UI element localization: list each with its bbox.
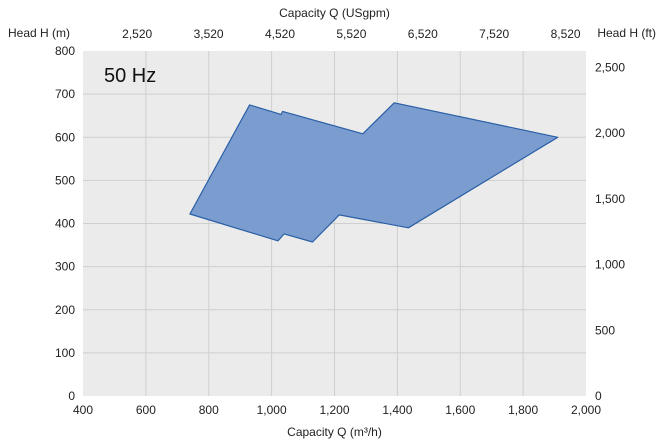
tick-labels: 400 600 800 1,000 1,200 1,400 1,600 1,800 2,000 2… xyxy=(55,27,625,417)
x-top-tick-label: 6,520 xyxy=(408,27,438,41)
y-right-tick-label: 2,000 xyxy=(595,126,625,140)
y-left-tick-label: 300 xyxy=(55,260,75,274)
x-bottom-tick-label: 1,800 xyxy=(508,403,538,417)
y-left-tick-label: 400 xyxy=(55,217,75,231)
x-bottom-tick-label: 600 xyxy=(136,403,156,417)
y-right-tick-label: 1,500 xyxy=(595,192,625,206)
x-top-tick-label: 5,520 xyxy=(336,27,366,41)
y-left-tick-label: 100 xyxy=(55,346,75,360)
x-top-tick-label: 7,520 xyxy=(479,27,509,41)
x-bottom-tick-label: 2,000 xyxy=(571,403,601,417)
x-bottom-axis-title: Capacity Q (m³/h) xyxy=(287,425,382,439)
x-bottom-tick-label: 800 xyxy=(199,403,219,417)
y-left-axis-title: Head H (m) xyxy=(8,26,70,40)
y-right-tick-label: 2,500 xyxy=(595,60,625,74)
y-left-tick-label: 500 xyxy=(55,173,75,187)
y-left-tick-label: 700 xyxy=(55,87,75,101)
x-top-tick-label: 4,520 xyxy=(265,27,295,41)
operating-range-area xyxy=(189,102,559,243)
x-bottom-tick-label: 1,200 xyxy=(319,403,349,417)
frequency-label: 50 Hz xyxy=(104,65,156,87)
y-left-tick-label: 0 xyxy=(68,389,75,403)
x-top-tick-label: 3,520 xyxy=(194,27,224,41)
y-right-tick-label: 500 xyxy=(595,323,615,337)
x-top-axis-title: Capacity Q (USgpm) xyxy=(279,6,390,20)
y-left-tick-label: 200 xyxy=(55,303,75,317)
y-right-tick-label: 0 xyxy=(595,389,602,403)
x-bottom-tick-label: 400 xyxy=(73,403,93,417)
x-top-tick-label: 2,520 xyxy=(122,27,152,41)
x-bottom-tick-label: 1,600 xyxy=(445,403,475,417)
y-left-tick-label: 600 xyxy=(55,130,75,144)
x-bottom-tick-label: 1,000 xyxy=(257,403,287,417)
y-right-tick-label: 1,000 xyxy=(595,258,625,272)
y-left-tick-label: 800 xyxy=(55,44,75,58)
x-top-tick-label: 8,520 xyxy=(551,27,581,41)
x-bottom-tick-label: 1,400 xyxy=(382,403,412,417)
y-right-axis-title: Head H (ft) xyxy=(597,26,656,40)
